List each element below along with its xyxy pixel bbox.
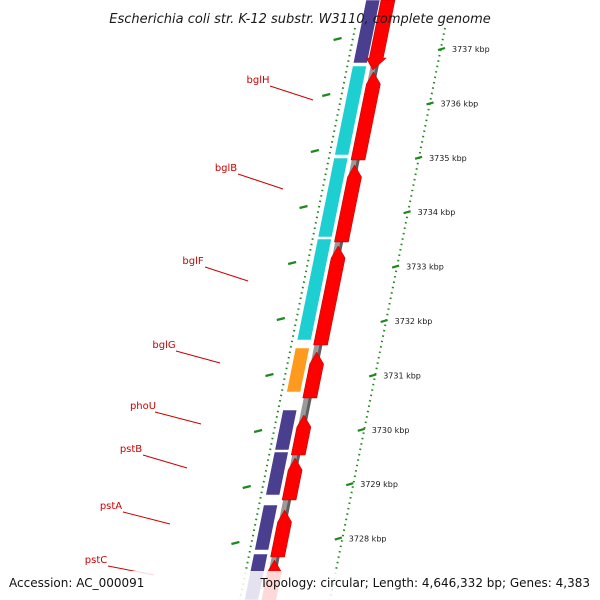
scale-tick (403, 210, 411, 215)
genome-summary-text: Topology: circular; Length: 4,646,332 bp… (259, 576, 590, 590)
gene-label-leader (237, 173, 284, 190)
minor-tick (321, 92, 331, 98)
cog-block (274, 409, 298, 451)
inner-dotted-ruler (239, 27, 356, 600)
cog-category-track (244, 0, 381, 600)
gene-label-psta[interactable]: pstA (100, 501, 122, 512)
gene-label-pstb[interactable]: pstB (120, 444, 142, 455)
cog-block (265, 451, 289, 496)
scale-tick (357, 427, 366, 432)
cog-block (352, 0, 381, 64)
cds-arrow (290, 414, 312, 456)
cds-arrow (350, 71, 381, 161)
gene-label-bglg[interactable]: bglG (152, 340, 175, 351)
minor-tick (231, 540, 240, 546)
gene-label-leader (142, 454, 188, 469)
minor-tick (253, 428, 263, 434)
cds-arrow (281, 457, 303, 501)
scale-tick-label: 3729 kbp (360, 480, 398, 489)
minor-tick (242, 484, 252, 490)
cds-arrow (365, 0, 396, 71)
scale-tick (391, 264, 400, 269)
gene-label-phou[interactable]: phoU (130, 401, 156, 412)
cog-block (334, 65, 367, 156)
scale-tick-label: 3733 kbp (406, 263, 444, 272)
gene-label-bglf[interactable]: bglF (182, 256, 203, 267)
cds-arrow (302, 351, 324, 399)
gene-label-leader (122, 511, 171, 525)
scale-tick (380, 318, 388, 324)
minor-tick (333, 36, 342, 42)
cog-block (317, 157, 349, 238)
inner-tick-marks (231, 36, 342, 546)
minor-tick (310, 148, 320, 154)
gene-label-pstc[interactable]: pstC (85, 555, 107, 566)
gene-label-bglh[interactable]: bglH (247, 75, 270, 86)
scale-tick (414, 155, 423, 160)
minor-tick (287, 260, 297, 266)
cds-arrow (313, 245, 346, 346)
scale-tick-label: 3731 kbp (383, 371, 421, 380)
accession-text: Accession: AC_000091 (9, 576, 144, 590)
gene-label-leader (204, 266, 249, 282)
gene-label-leader (269, 85, 314, 101)
scale-tick-label: 3728 kbp (349, 535, 387, 544)
gene-label-bglb[interactable]: bglB (215, 163, 237, 174)
scale-ticks: 3737 kbp 3736 kbp 3735 kbp 3734 kbp 3733 kbp… (334, 45, 490, 544)
scale-tick-label: 3737 kbp (452, 45, 490, 54)
cog-block (286, 347, 310, 393)
cds-arrow (270, 509, 292, 558)
scale-tick-label: 3732 kbp (395, 317, 433, 326)
scale-tick-label: 3734 kbp (418, 208, 456, 217)
cds-arrow (334, 164, 362, 243)
scale-tick-label: 3736 kbp (441, 99, 479, 108)
gene-labels: bglH bglB bglF bglG phoU pstB pstA pstC (85, 75, 314, 576)
gene-label-leader (175, 350, 221, 364)
scale-tick (426, 101, 434, 106)
scale-tick-label: 3735 kbp (429, 154, 467, 163)
scale-tick-label: 3730 kbp (372, 426, 410, 435)
minor-tick (276, 316, 286, 322)
cog-block (254, 504, 279, 551)
gene-label-leader (154, 411, 202, 425)
scale-tick (334, 536, 343, 541)
minor-tick (299, 204, 308, 210)
cog-block (296, 238, 332, 341)
minor-tick (265, 372, 274, 378)
outer-dotted-ruler (329, 27, 446, 600)
map-title: Escherichia coli str. K-12 substr. W3110… (109, 12, 490, 27)
scale-tick (437, 46, 446, 52)
scale-tick (345, 482, 354, 487)
footer-background (0, 571, 600, 600)
scale-tick (368, 373, 377, 378)
